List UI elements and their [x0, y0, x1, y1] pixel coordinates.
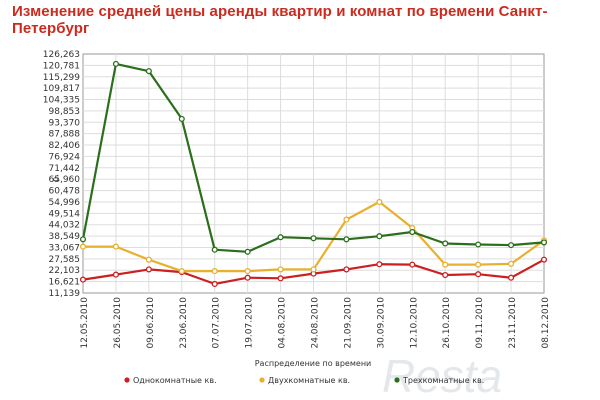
- y-tick-label: 71,442: [49, 164, 81, 174]
- data-point: [540, 256, 548, 263]
- y-tick-label: 22,103: [49, 266, 81, 276]
- x-tick-label: 23.11.2010: [508, 297, 518, 349]
- legend-label: Трехкомнатные кв.: [402, 376, 484, 385]
- x-tick-label: 09.11.2010: [475, 297, 485, 349]
- data-point: [277, 234, 284, 241]
- data-point: [178, 115, 185, 122]
- data-point: [442, 271, 449, 279]
- data-point: [277, 275, 284, 282]
- x-tick-label: 07.07.2010: [212, 297, 222, 349]
- y-tick-label: 104,335: [43, 96, 80, 106]
- x-tick-label: 04.08.2010: [278, 297, 288, 349]
- watermark: Resta: [382, 350, 502, 400]
- legend-marker: [124, 377, 130, 383]
- data-point: [376, 261, 383, 268]
- x-tick-label: 24.08.2010: [311, 297, 321, 349]
- data-point: [244, 248, 251, 255]
- x-tick-labels: 12.05.2010 26.05.2010 09.06.2010 23.06.2010…: [80, 297, 551, 349]
- y-tick-label: 82,406: [49, 141, 81, 151]
- data-point: [310, 235, 317, 242]
- y-tick-label: 38,549: [49, 232, 81, 242]
- y-tick-label: 54,996: [49, 198, 81, 208]
- data-point: [508, 260, 515, 267]
- data-point: [409, 261, 416, 268]
- data-point: [409, 228, 416, 236]
- data-point: [244, 274, 251, 281]
- x-axis-label: Распределение по времени: [255, 359, 372, 368]
- data-point: [145, 256, 152, 263]
- data-point: [475, 261, 482, 268]
- data-point: [277, 266, 284, 273]
- data-point: [376, 233, 383, 240]
- data-point: [244, 268, 251, 275]
- data-point: [211, 246, 218, 253]
- data-point: [508, 274, 515, 281]
- y-tick-label: 126,263: [43, 50, 80, 60]
- y-tick-label: 76,924: [49, 152, 81, 162]
- data-point: [442, 261, 449, 268]
- x-tick-label: 08.12.2010: [541, 297, 551, 349]
- y-tick-label: 120,781: [43, 61, 80, 71]
- y-tick-label: 60,478: [49, 187, 81, 197]
- y-tick-label: 16,621: [49, 278, 81, 288]
- legend-label: Однокомнатные кв.: [133, 376, 217, 385]
- y-tick-label: 109,817: [43, 84, 80, 94]
- x-tick-label: 12.10.2010: [409, 297, 419, 349]
- x-tick-label: 21.09.2010: [343, 297, 353, 349]
- x-tick-label: 26.05.2010: [113, 297, 123, 349]
- y-tick-label: 65,960: [49, 175, 81, 185]
- data-point: [343, 236, 350, 243]
- data-point: [508, 242, 515, 249]
- data-point: [343, 216, 350, 223]
- y-tick-label: 11,139: [49, 289, 81, 299]
- data-point: [211, 280, 218, 287]
- data-point: [310, 266, 317, 273]
- y-tick-label: 33,067: [49, 243, 81, 253]
- data-point: [112, 243, 119, 250]
- data-point: [376, 198, 383, 205]
- legend-marker: [259, 377, 265, 383]
- y-tick-label: 87,888: [49, 130, 81, 140]
- x-tick-label: 26.10.2010: [442, 297, 452, 349]
- y-tick-label: 44,032: [49, 221, 81, 231]
- data-point: [475, 271, 482, 278]
- data-point: [112, 271, 119, 278]
- data-point: [112, 60, 119, 67]
- x-tick-label: 12.05.2010: [80, 297, 90, 349]
- data-point: [343, 266, 350, 273]
- y-axis-label: р.: [51, 174, 60, 182]
- data-point: [475, 241, 482, 248]
- data-point: [145, 266, 152, 273]
- y-tick-label: 49,514: [49, 209, 81, 219]
- data-point: [79, 276, 87, 283]
- y-tick-label: 27,585: [49, 255, 81, 265]
- legend-label: Двухкомнатные кв.: [268, 376, 350, 385]
- x-tick-label: 09.06.2010: [146, 297, 156, 349]
- y-tick-label: 115,299: [43, 73, 80, 83]
- data-point: [442, 240, 449, 247]
- x-tick-label: 19.07.2010: [245, 297, 255, 349]
- data-point: [211, 268, 218, 275]
- data-point: [79, 236, 87, 243]
- data-point: [540, 239, 548, 246]
- x-tick-label: 23.06.2010: [179, 297, 189, 349]
- x-tick-label: 30.09.2010: [376, 297, 386, 349]
- data-point: [79, 243, 87, 250]
- grid-lines: [83, 54, 544, 293]
- series-lines: [79, 60, 548, 287]
- legend: Однокомнатные кв. Двухкомнатные кв. Трехко…: [124, 376, 484, 385]
- data-point: [145, 68, 152, 75]
- y-tick-label: 98,853: [49, 107, 81, 117]
- data-point: [178, 268, 185, 275]
- y-tick-label: 93,370: [49, 118, 81, 128]
- chart-title: Изменение средней цены аренды квартир и …: [12, 3, 548, 37]
- legend-marker: [394, 377, 400, 383]
